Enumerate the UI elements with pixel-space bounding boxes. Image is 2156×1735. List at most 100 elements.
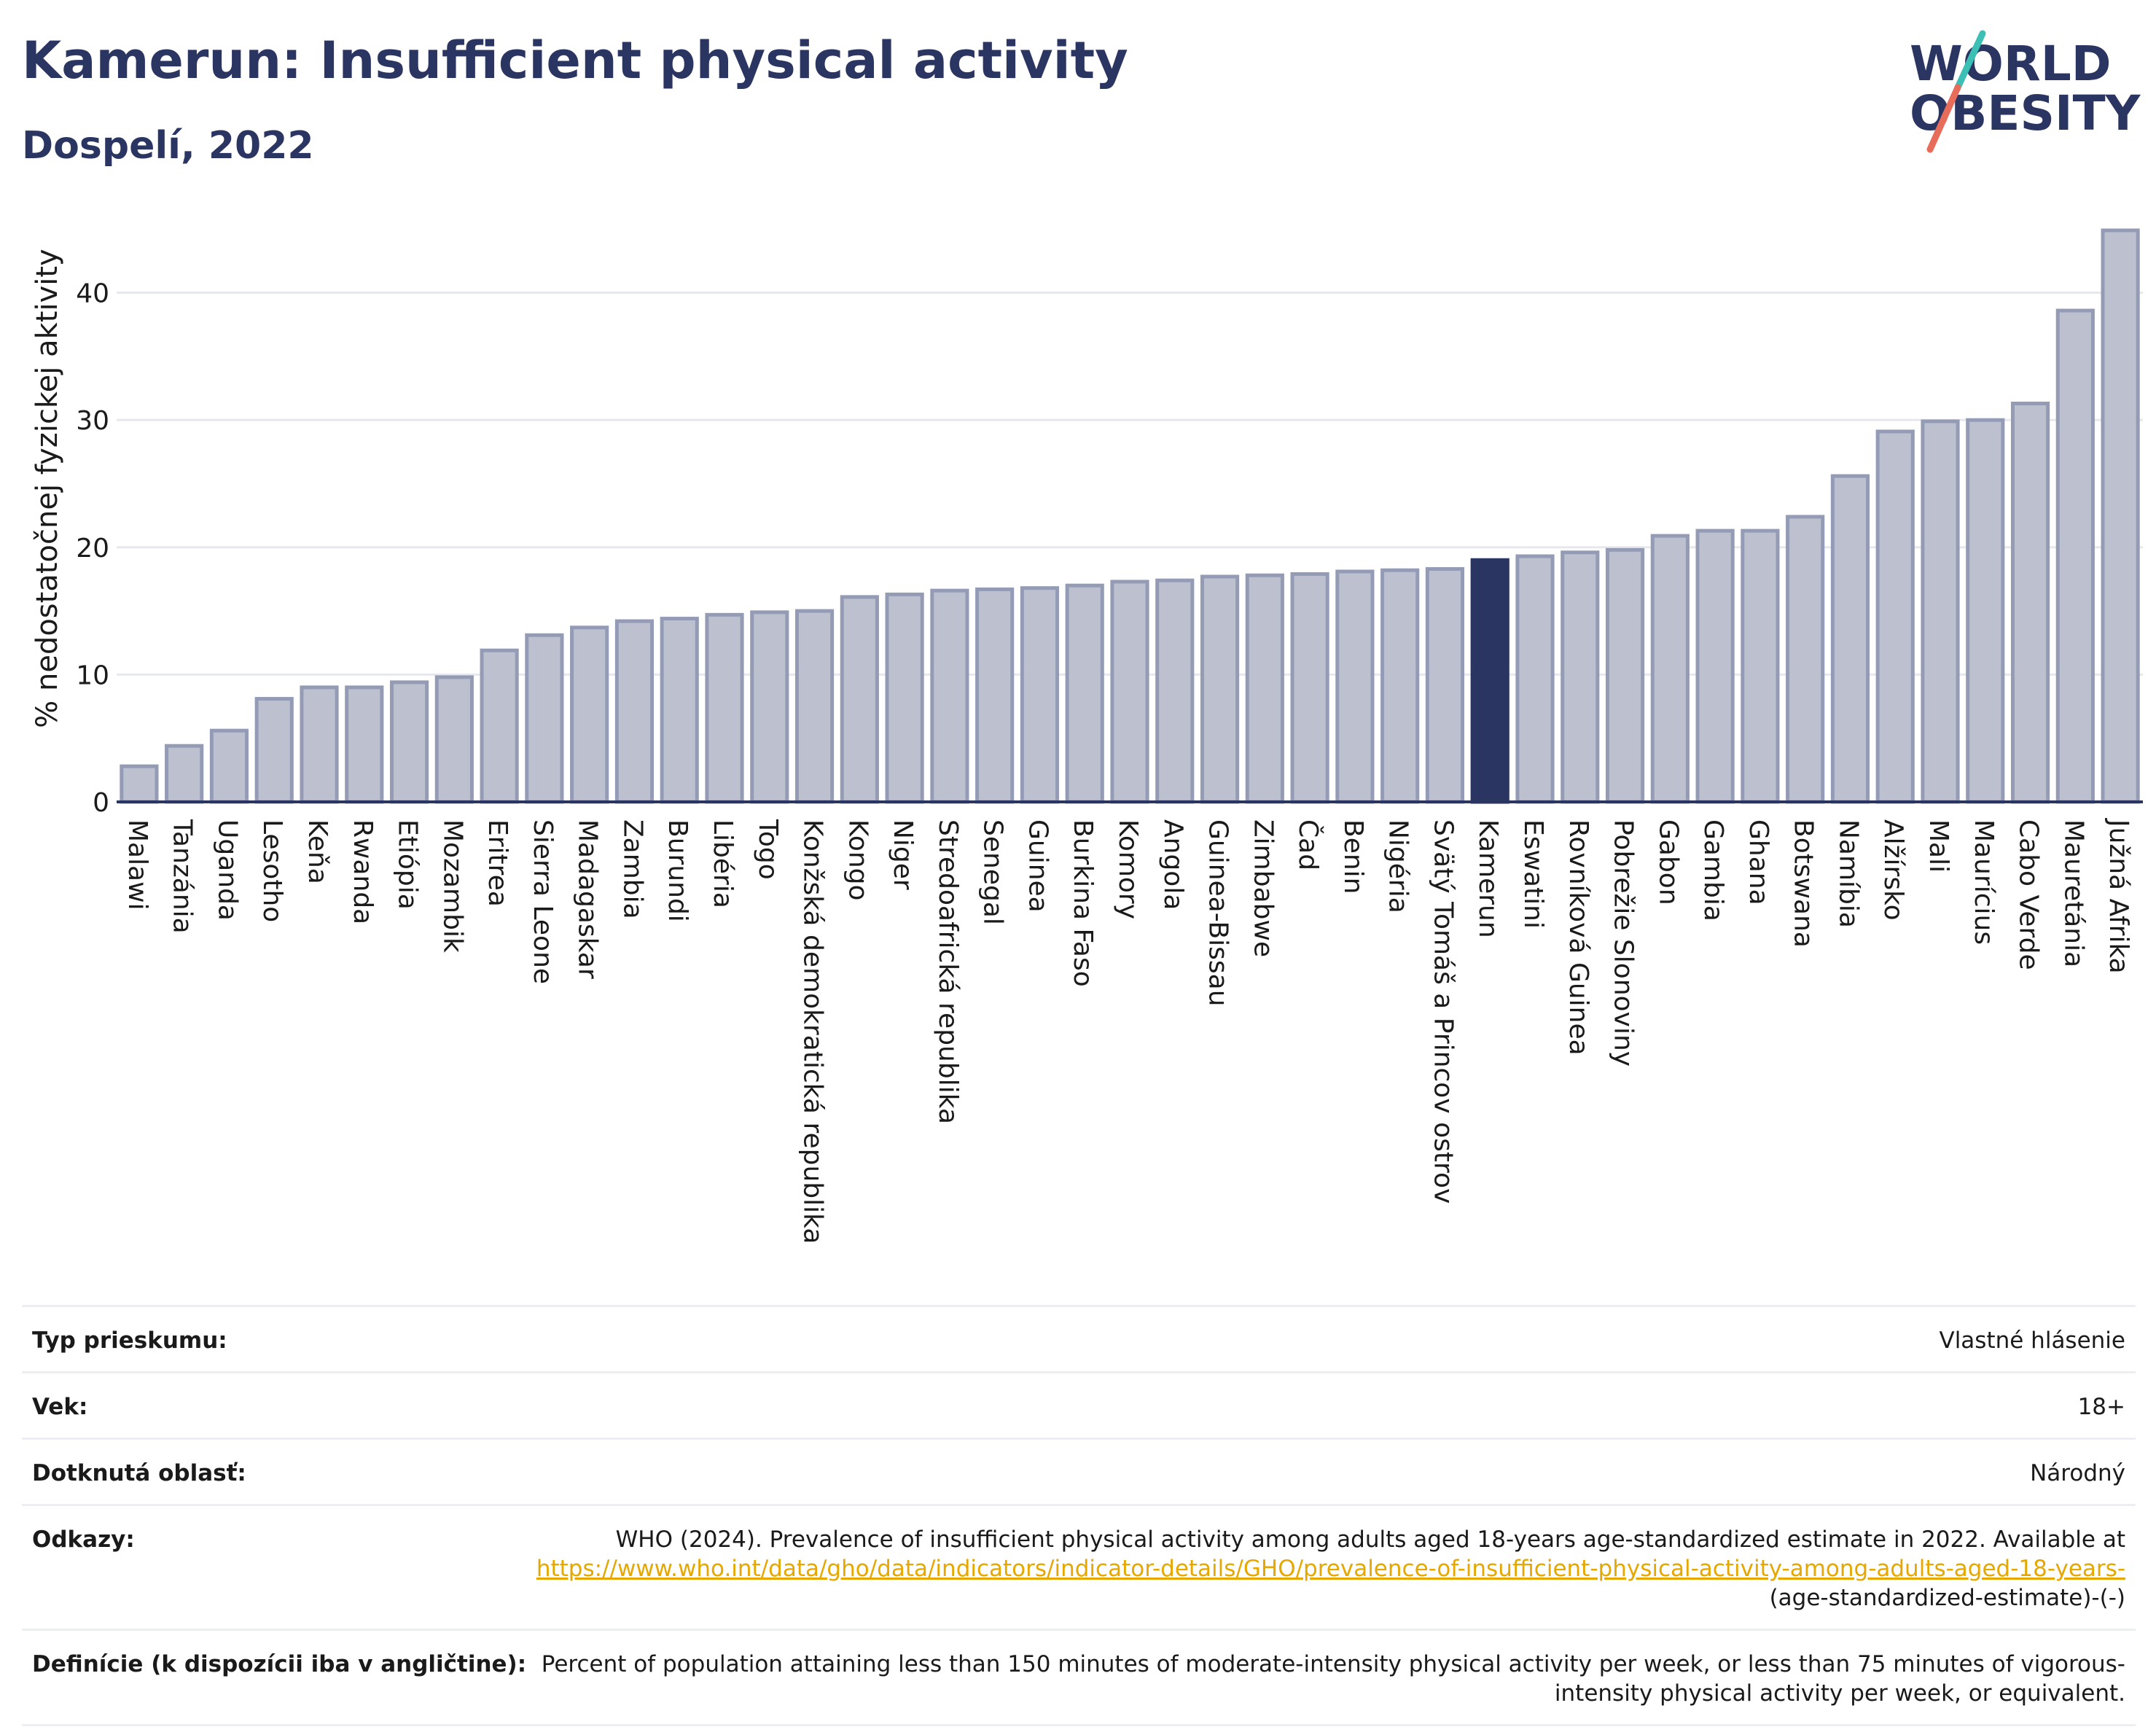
world-obesity-logo: WORLD OBESITY bbox=[1910, 30, 2141, 153]
x-tick-label: Čad bbox=[1293, 819, 1324, 870]
x-tick-label: Eritrea bbox=[483, 819, 512, 907]
bar-42 bbox=[2010, 401, 2050, 804]
x-tick-label: Zimbabwe bbox=[1248, 819, 1278, 957]
info-row-survey-type: Typ prieskumu: Vlastné hlásenie bbox=[22, 1307, 2136, 1373]
info-value: Národný bbox=[2030, 1460, 2125, 1486]
bar-chart: 0 10 20 30 40 % nedostatočnej fyzickej aktivi… bbox=[31, 228, 2143, 1244]
x-tick-label: Kamerun bbox=[1473, 819, 1503, 938]
bar-4 bbox=[300, 685, 339, 804]
bar-1 bbox=[165, 744, 204, 804]
x-tick-label: Senegal bbox=[978, 819, 1008, 925]
x-tick-label: Angola bbox=[1158, 819, 1188, 910]
x-tick-label: Niger bbox=[888, 819, 918, 890]
x-tick-label: Gabon bbox=[1653, 819, 1683, 905]
bar-8 bbox=[480, 648, 519, 804]
bar-40 bbox=[1921, 419, 1960, 804]
info-label: Vek: bbox=[32, 1394, 88, 1420]
x-tick-label: Rwanda bbox=[348, 819, 378, 924]
x-tick-label: Mozambik bbox=[437, 819, 467, 953]
x-tick-label: Guinea bbox=[1023, 819, 1052, 913]
y-tick-label: 20 bbox=[76, 534, 109, 564]
bar-32 bbox=[1561, 550, 1600, 804]
bar-26 bbox=[1290, 572, 1329, 804]
bar-9 bbox=[525, 633, 564, 804]
bar-17 bbox=[885, 592, 924, 804]
x-tick-label: Malawi bbox=[122, 819, 152, 911]
bar-3 bbox=[254, 697, 294, 804]
x-tick-label: Keňa bbox=[302, 819, 332, 884]
info-label: Odkazy: bbox=[32, 1527, 135, 1553]
bar-20 bbox=[1020, 586, 1060, 804]
bar-35 bbox=[1695, 529, 1735, 804]
bar-43 bbox=[2055, 308, 2095, 804]
x-tick-label: Namíbia bbox=[1833, 819, 1863, 928]
x-tick-label: Benin bbox=[1338, 819, 1368, 894]
bar-29 bbox=[1425, 566, 1465, 804]
bar-22 bbox=[1110, 580, 1149, 804]
x-tick-label: Gambia bbox=[1698, 819, 1728, 921]
x-tick-label: Botswana bbox=[1789, 819, 1819, 948]
x-tick-label: Uganda bbox=[212, 819, 242, 921]
bar-7 bbox=[434, 675, 474, 804]
y-tick-label: 0 bbox=[93, 788, 109, 818]
bar-12 bbox=[660, 617, 699, 804]
info-row-age: Vek: 18+ bbox=[22, 1373, 2136, 1440]
logo-slash-coral bbox=[1926, 84, 1961, 153]
bar-30 bbox=[1470, 558, 1509, 804]
x-tick-label: Mauretánia bbox=[2058, 819, 2088, 967]
bar-14 bbox=[750, 610, 789, 804]
page-title: Kamerun: Insufficient physical activity bbox=[22, 31, 1128, 90]
bar-11 bbox=[614, 619, 655, 804]
info-label: Definície (k dispozícii iba v angličtine… bbox=[32, 1651, 527, 1677]
info-row-references: Odkazy: WHO (2024). Prevalence of insuff… bbox=[22, 1506, 2136, 1631]
x-tick-label: Komory bbox=[1113, 819, 1143, 919]
x-tick-label: Rovníková Guinea bbox=[1563, 819, 1593, 1056]
y-tick-label: 30 bbox=[76, 406, 109, 436]
bar-38 bbox=[1830, 474, 1870, 804]
x-tick-label: Ghana bbox=[1743, 819, 1773, 905]
bar-25 bbox=[1245, 573, 1284, 804]
info-label: Typ prieskumu: bbox=[32, 1327, 227, 1354]
x-tick-label: Cabo Verde bbox=[2014, 819, 2044, 970]
references-suffix: (age-standardized-estimate)-(-) bbox=[1769, 1585, 2125, 1611]
x-tick-label: Madagaskar bbox=[573, 819, 603, 979]
y-axis-label: % nedostatočnej fyzickej aktivity bbox=[31, 249, 64, 728]
bar-2 bbox=[209, 728, 249, 804]
x-tick-label: Tanzánia bbox=[168, 819, 198, 934]
info-row-definitions: Definície (k dispozícii iba v angličtine… bbox=[22, 1631, 2136, 1726]
bar-10 bbox=[570, 625, 609, 804]
x-tick-label: Stredoafrická republika bbox=[933, 819, 963, 1124]
x-tick-label: Pobrežie Slonoviny bbox=[1609, 819, 1639, 1067]
x-tick-label: Alžírsko bbox=[1878, 819, 1908, 921]
bar-6 bbox=[389, 680, 429, 804]
info-value: Vlastné hlásenie bbox=[1939, 1327, 2125, 1354]
info-label: Dotknutá oblasť: bbox=[32, 1460, 246, 1486]
x-tick-label: Etiópia bbox=[393, 819, 423, 910]
bar-28 bbox=[1380, 568, 1420, 804]
y-tick-label: 10 bbox=[76, 660, 109, 690]
x-tick-label: Mali bbox=[1923, 819, 1953, 873]
x-tick-label: Eswatini bbox=[1518, 819, 1548, 929]
bar-19 bbox=[975, 587, 1015, 804]
bar-13 bbox=[705, 612, 744, 804]
bar-23 bbox=[1155, 578, 1195, 804]
x-tick-label: Burundi bbox=[663, 819, 692, 922]
x-tick-label: Kongo bbox=[843, 819, 872, 901]
x-tick-label: Svätý Tomáš a Princov ostrov bbox=[1428, 819, 1458, 1204]
bar-24 bbox=[1200, 574, 1240, 804]
x-tick-label: Libéria bbox=[708, 819, 738, 908]
y-tick-label: 40 bbox=[76, 279, 109, 309]
bar-39 bbox=[1875, 429, 1915, 804]
info-value: 18+ bbox=[2077, 1394, 2125, 1420]
bar-41 bbox=[1966, 418, 2005, 804]
logo-slash-teal bbox=[1954, 30, 1986, 91]
bar-27 bbox=[1335, 569, 1375, 804]
bar-37 bbox=[1786, 515, 1825, 804]
x-tick-label: Lesotho bbox=[257, 819, 287, 922]
x-tick-label: Togo bbox=[753, 819, 783, 880]
info-table: Typ prieskumu: Vlastné hlásenie Vek: 18+… bbox=[22, 1305, 2136, 1726]
bar-16 bbox=[840, 595, 879, 804]
bar-21 bbox=[1065, 583, 1104, 804]
bar-5 bbox=[345, 685, 384, 804]
references-link[interactable]: https://www.who.int/data/gho/data/indica… bbox=[536, 1556, 2125, 1582]
